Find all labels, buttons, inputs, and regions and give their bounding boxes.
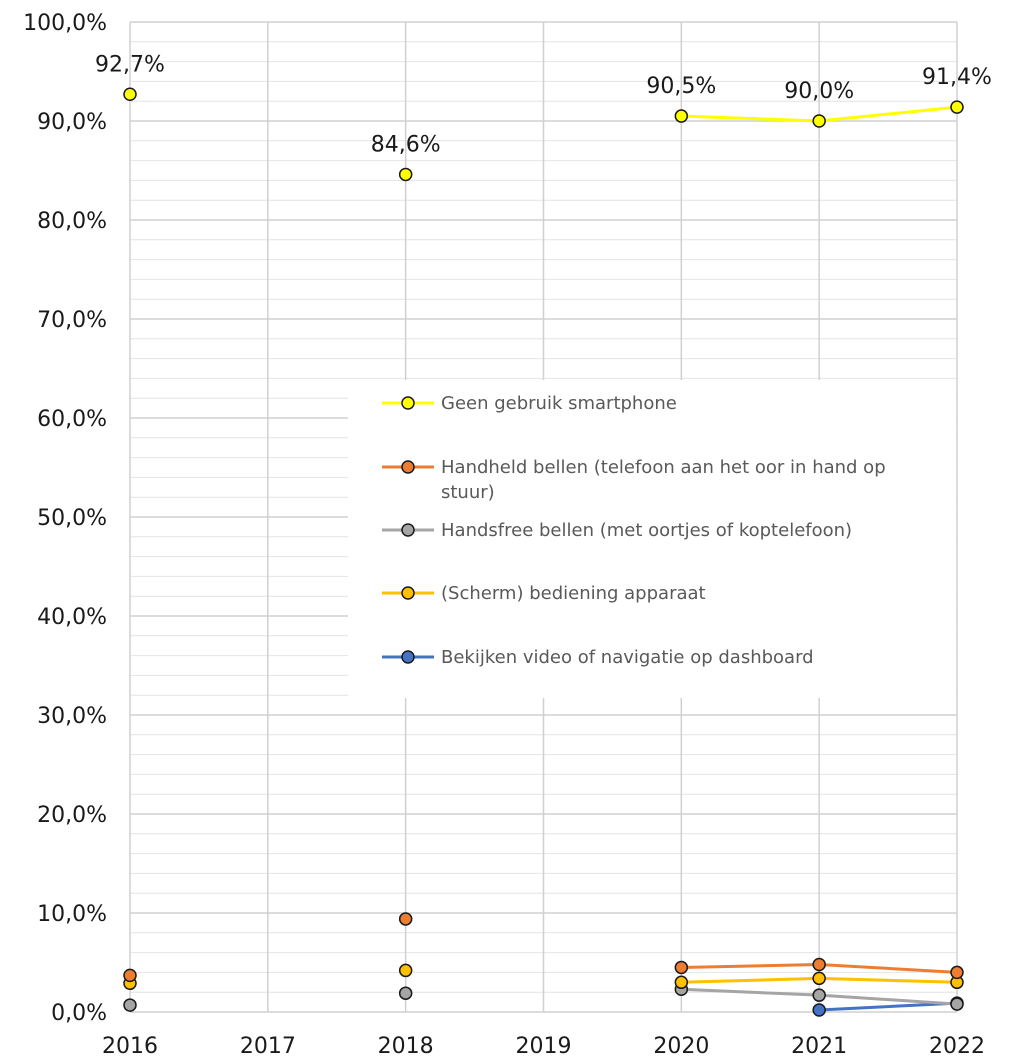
data-point (398, 912, 413, 926)
data-label: 92,7% (95, 52, 165, 77)
series-line-segment (817, 976, 959, 984)
legend-box (348, 380, 956, 698)
data-point (398, 986, 413, 1000)
series-line-segment (679, 976, 821, 984)
series-line-segment (817, 105, 959, 123)
y-tick-label: 40,0% (37, 605, 107, 630)
x-tick-label: 2018 (378, 1034, 434, 1057)
y-tick-label: 50,0% (37, 506, 107, 531)
y-tick-label: 70,0% (37, 308, 107, 333)
x-tick-label: 2020 (653, 1034, 709, 1057)
y-tick-label: 100,0% (23, 11, 107, 36)
legend-item: (Scherm) bediening apparaat (382, 583, 706, 604)
legend: Geen gebruik smartphone Handheld bellen (… (348, 380, 956, 698)
data-point (398, 963, 413, 978)
data-point (950, 965, 964, 980)
y-tick-label: 60,0% (37, 407, 107, 432)
legend-marker (401, 460, 415, 474)
data-point (812, 114, 826, 128)
data-labels: 92,7% 84,6% 90,5% 90,0% 91,4% (95, 52, 992, 157)
x-tick-label: 2019 (516, 1034, 572, 1057)
data-point (123, 998, 137, 1012)
y-tick-label: 20,0% (37, 803, 107, 828)
data-point (123, 968, 137, 983)
legend-marker (401, 396, 415, 410)
data-point (950, 100, 964, 114)
data-point (674, 109, 689, 123)
legend-item: Handheld bellen (telefoon aan het oor in… (382, 457, 886, 503)
series-line-segment (817, 1001, 959, 1012)
y-tick-label: 0,0% (51, 1001, 107, 1026)
y-tick-label: 80,0% (37, 209, 107, 234)
legend-label: (Scherm) bediening apparaat (441, 583, 706, 604)
legend-item: Bekijken video of navigatie op dashboard (382, 647, 814, 668)
data-label: 91,4% (922, 65, 992, 90)
series-points (123, 87, 964, 1017)
legend-label: Geen gebruik smartphone (441, 393, 677, 414)
series-line-segment (817, 962, 959, 974)
series-line-segment (679, 114, 821, 123)
legend-item: Geen gebruik smartphone (382, 393, 677, 414)
y-tick-label: 90,0% (37, 110, 107, 135)
legend-item: Handsfree bellen (met oortjes of koptele… (382, 520, 852, 541)
data-point (812, 988, 826, 1002)
legend-marker (401, 650, 415, 664)
data-point (674, 960, 689, 975)
y-tick-label: 30,0% (37, 704, 107, 729)
y-tick-label: 10,0% (37, 902, 107, 927)
data-point (812, 957, 826, 972)
data-label: 84,6% (371, 132, 441, 157)
series-line-segment (679, 962, 821, 969)
data-point (812, 1003, 826, 1017)
data-label: 90,0% (784, 79, 854, 104)
series-lines (679, 105, 959, 1012)
x-axis-tick-labels: 2016 2017 2018 2019 2020 2021 2022 (102, 1034, 985, 1057)
data-point (398, 167, 413, 182)
legend-marker (401, 523, 415, 537)
x-tick-label: 2016 (102, 1034, 158, 1057)
x-tick-label: 2022 (929, 1034, 985, 1057)
data-label: 90,5% (646, 74, 716, 99)
series-line-segment (817, 993, 959, 1006)
legend-label: Bekijken video of navigatie op dashboard (441, 647, 814, 668)
legend-marker (401, 586, 415, 600)
series-line-segment (679, 987, 821, 997)
data-point (812, 971, 826, 986)
legend-label: Handsfree bellen (met oortjes of koptele… (441, 520, 852, 541)
y-axis-tick-labels: 0,0% 10,0% 20,0% 30,0% 40,0% 50,0% 60,0% 70,0% 8… (23, 11, 107, 1026)
x-tick-label: 2021 (791, 1034, 847, 1057)
data-point (674, 975, 689, 990)
data-point (123, 87, 137, 102)
data-point (950, 997, 964, 1011)
x-tick-label: 2017 (240, 1034, 296, 1057)
legend-label: Handheld bellen (telefoon aan het oor in… (441, 457, 886, 503)
